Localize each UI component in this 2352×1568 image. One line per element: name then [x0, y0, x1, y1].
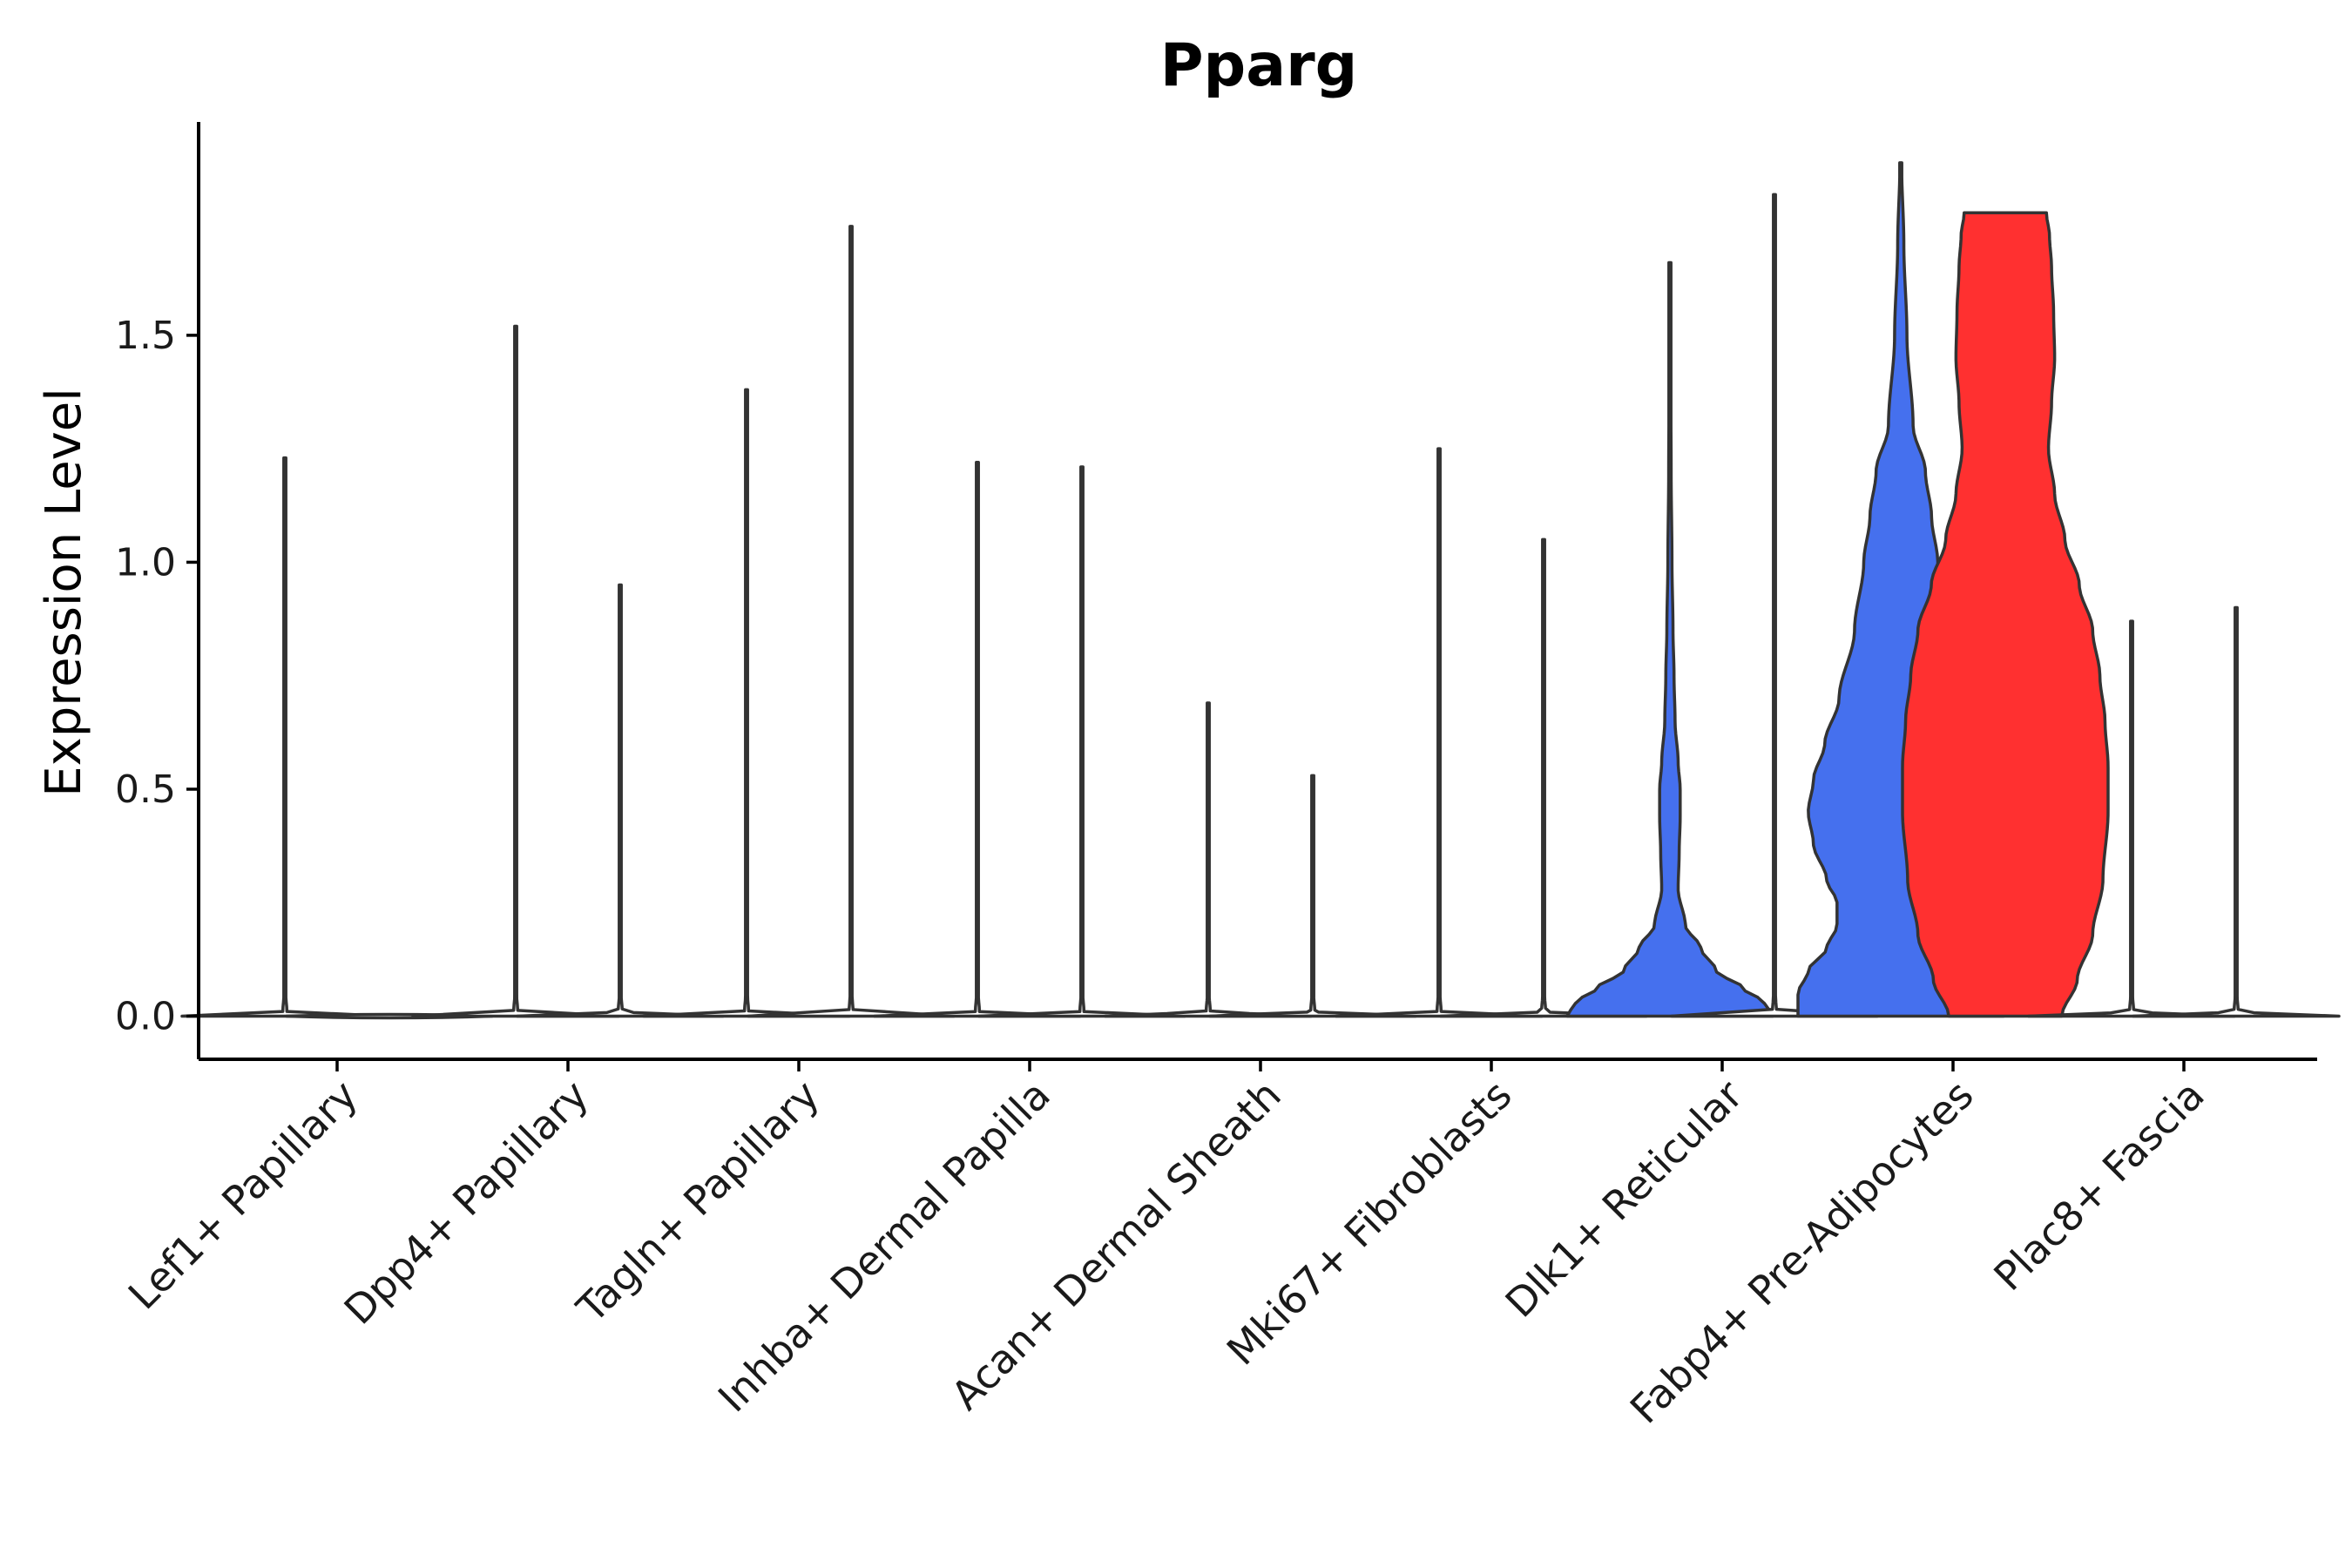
violin-cat7-g1	[1901, 211, 2110, 1018]
x-tick-label: Dpp4+ Papillary	[335, 1071, 598, 1334]
y-axis-label: Expression Level	[36, 388, 92, 797]
violin-cat8-g0	[2027, 619, 2236, 1018]
y-tick-label: 1.5	[115, 314, 176, 358]
violin-cat2-g1	[747, 225, 956, 1018]
chart-title: Pparg	[1160, 31, 1358, 100]
x-tick-label: Dlk1+ Reticular	[1497, 1071, 1752, 1327]
violin-cat6-g0	[1565, 260, 1774, 1018]
x-tick-label: Lef1+ Papillary	[119, 1071, 367, 1319]
violin-cat5-g0	[1335, 447, 1544, 1018]
violin-cat3-g0	[873, 461, 1082, 1018]
violin-cat1-g0	[411, 324, 620, 1018]
violin-cat3-g1	[977, 465, 1186, 1018]
y-tick-label: 0.0	[115, 994, 176, 1038]
y-tick-label: 0.5	[115, 767, 176, 812]
x-tick-label: Tagln+ Papillary	[567, 1071, 828, 1333]
y-tick-label: 1.0	[115, 540, 176, 585]
violins-layer	[180, 161, 2341, 1020]
violin-cat8-g1	[2132, 605, 2341, 1018]
violin-cat4-g0	[1104, 701, 1313, 1018]
y-ticks: 0.0 0.5 1.0 1.5	[115, 314, 199, 1038]
axes-layer	[197, 122, 2317, 1061]
violin-cat1-g1	[516, 583, 725, 1018]
violin-cat0-g0	[180, 456, 389, 1018]
violin-cat2-g0	[642, 388, 851, 1018]
x-tick-label: Plac8+ Fascia	[1984, 1071, 2213, 1300]
violin-cat6-g1	[1670, 193, 1879, 1018]
violin-cat5-g1	[1439, 537, 1648, 1018]
violin-cat4-g1	[1208, 774, 1417, 1018]
